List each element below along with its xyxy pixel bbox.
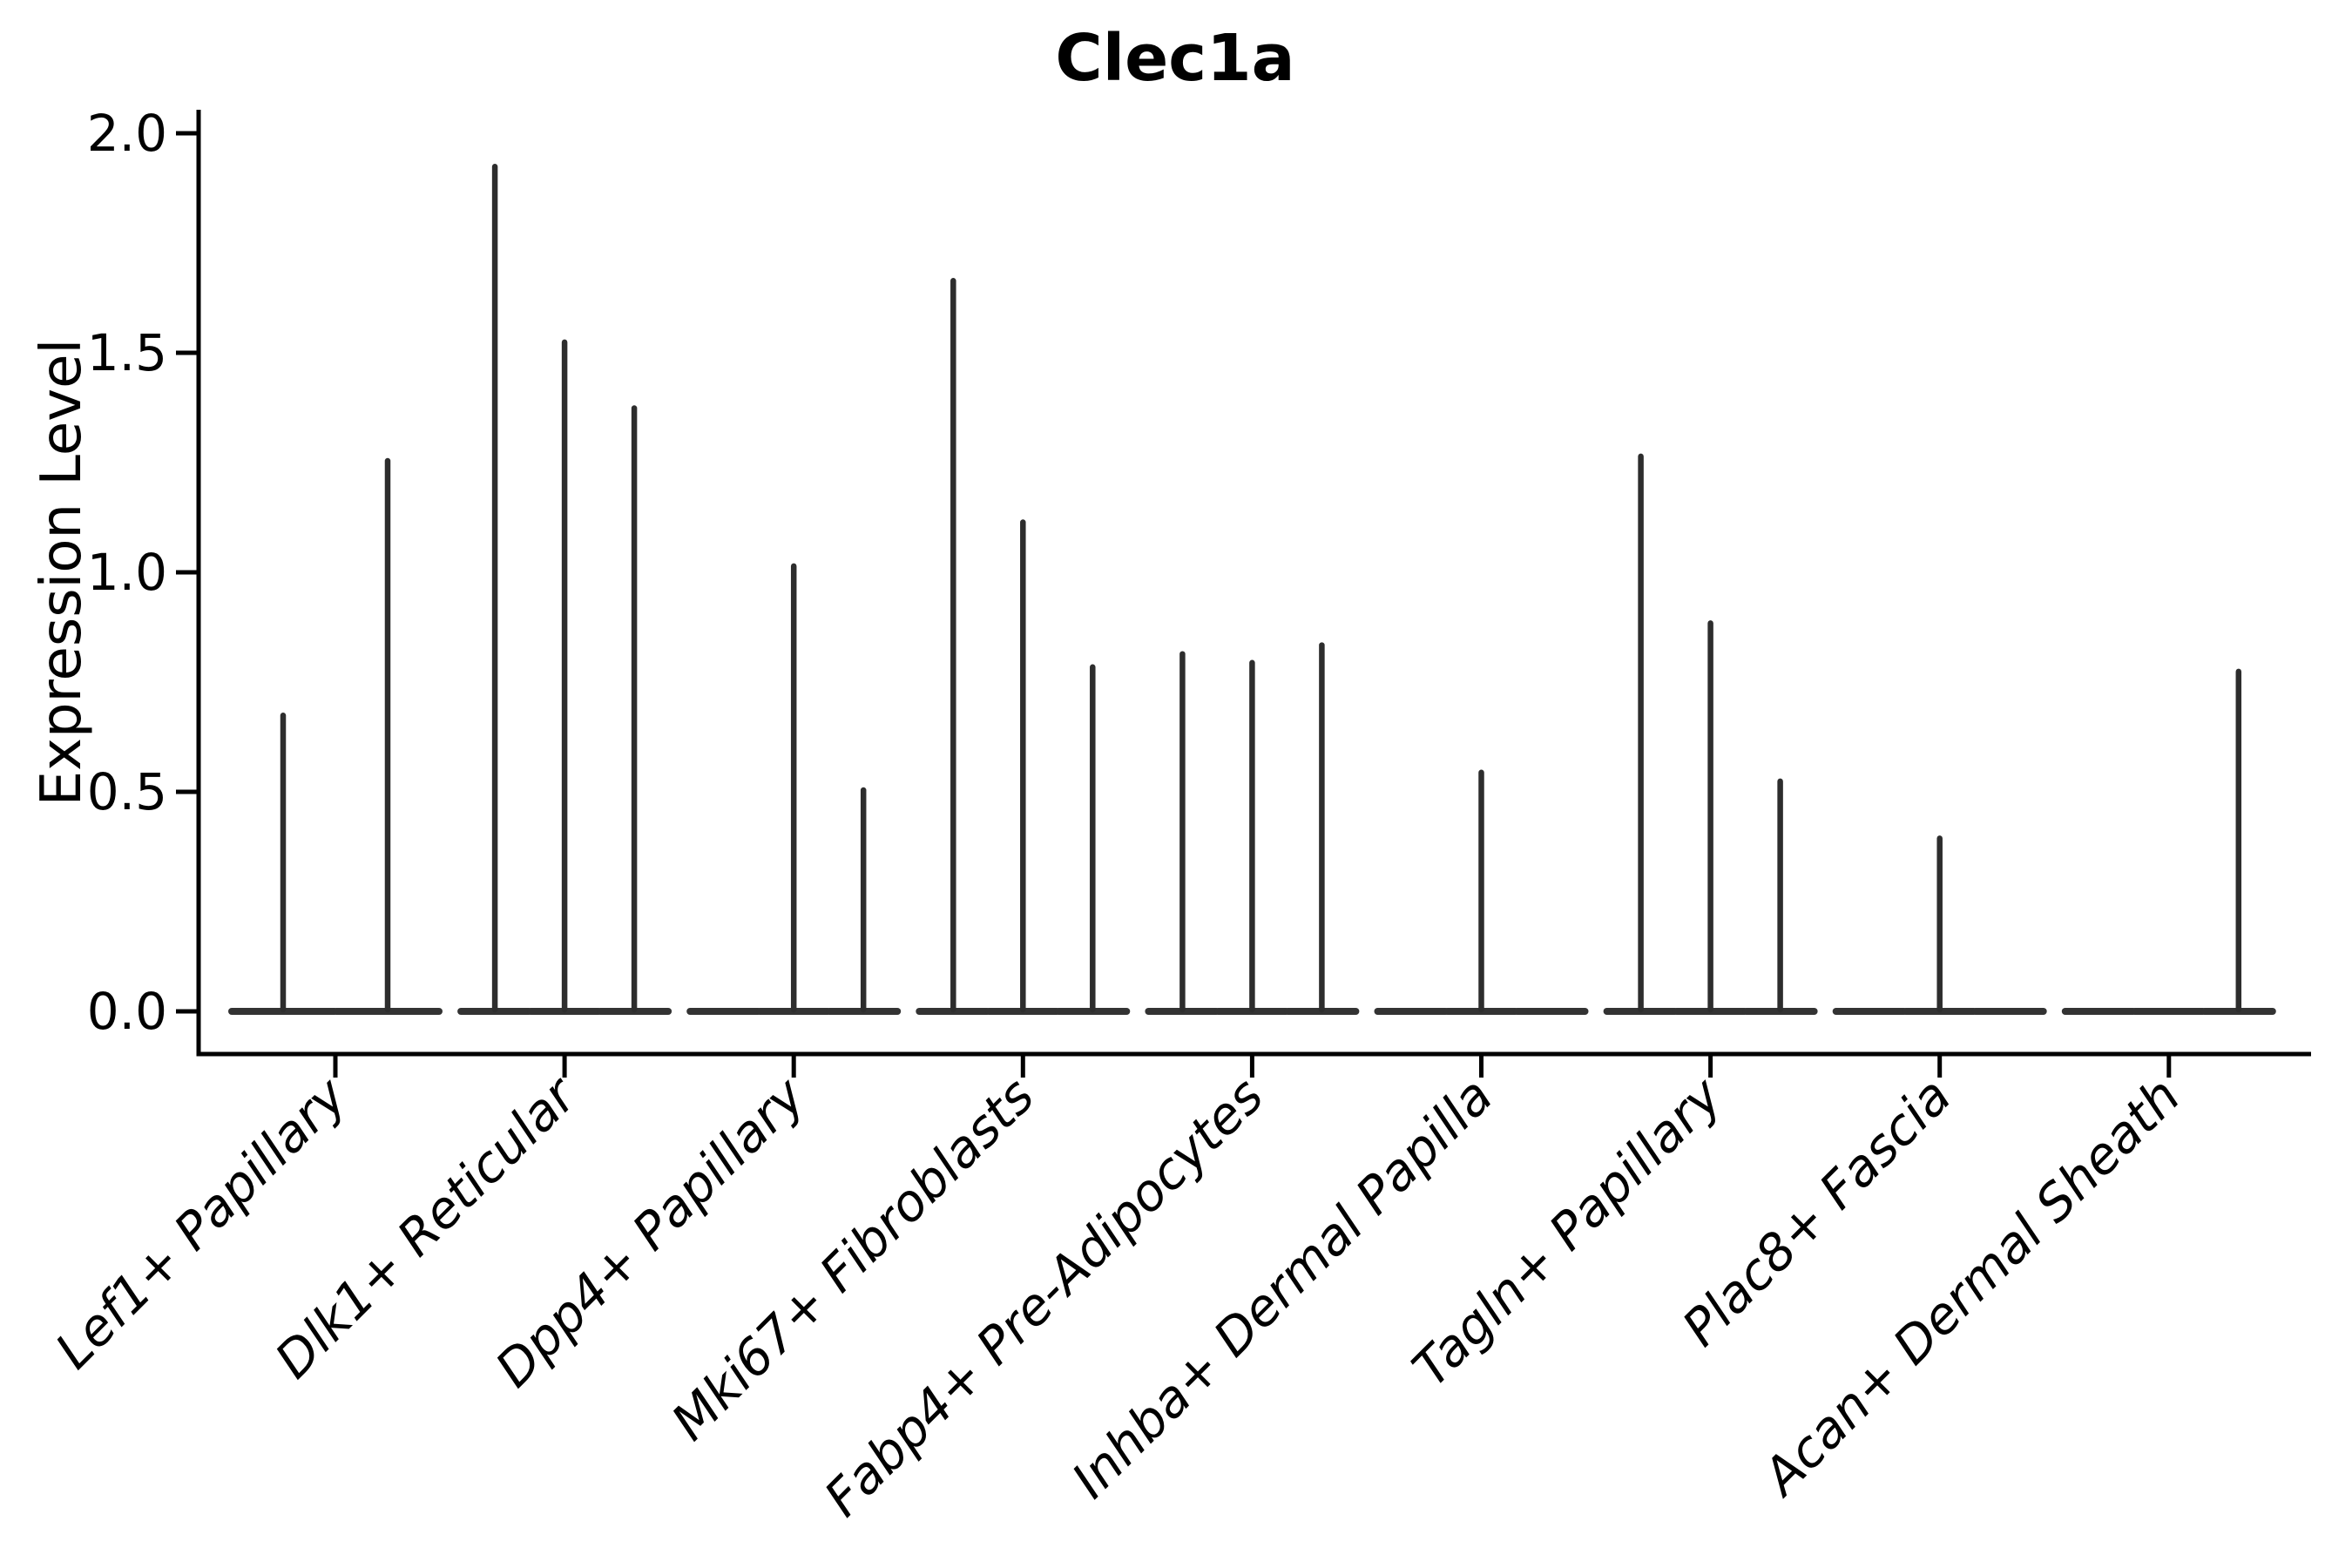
violin-group	[1832, 835, 2047, 1015]
violin-group	[1374, 769, 1589, 1015]
violin-group	[2061, 668, 2276, 1015]
violin-group	[1145, 642, 1360, 1015]
y-tick-label: 0.0	[87, 982, 167, 1041]
violin-group	[228, 457, 443, 1015]
y-tick-label: 1.5	[87, 323, 167, 382]
y-tick-label: 1.0	[87, 543, 167, 602]
violin-group	[1603, 453, 1818, 1015]
y-tick-label: 0.5	[87, 762, 167, 821]
violin-group	[457, 164, 672, 1015]
axes-layer	[176, 110, 2311, 1078]
y-tick-label: 2.0	[87, 104, 167, 163]
y-axis-label: Expression Level	[30, 339, 94, 807]
chart-title: Clec1a	[1055, 21, 1294, 96]
y-tick-labels: 0.0 0.5 1.0 1.5 2.0	[87, 104, 167, 1041]
violin-group	[686, 563, 902, 1015]
violin-group	[916, 278, 1131, 1015]
violins-layer	[228, 164, 2276, 1015]
